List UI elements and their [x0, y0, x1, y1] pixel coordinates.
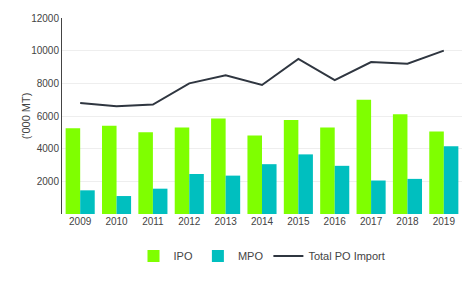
- svg-text:2010: 2010: [105, 216, 128, 227]
- svg-text:2015: 2015: [287, 216, 310, 227]
- svg-text:2012: 2012: [178, 216, 201, 227]
- svg-text:2018: 2018: [396, 216, 419, 227]
- svg-text:Total PO Import: Total PO Import: [308, 250, 384, 262]
- svg-text:2019: 2019: [433, 216, 456, 227]
- svg-text:12000: 12000: [31, 13, 59, 24]
- svg-text:2017: 2017: [360, 216, 383, 227]
- svg-text:2000: 2000: [37, 176, 60, 187]
- svg-text:4000: 4000: [37, 143, 60, 154]
- svg-text:6000: 6000: [37, 111, 60, 122]
- svg-text:2011: 2011: [142, 216, 164, 227]
- svg-text:MPO: MPO: [238, 250, 264, 262]
- svg-text:IPO: IPO: [174, 250, 193, 262]
- svg-text:2009: 2009: [69, 216, 92, 227]
- svg-text:('000 MT): ('000 MT): [20, 93, 32, 140]
- svg-text:8000: 8000: [37, 78, 60, 89]
- svg-text:10000: 10000: [31, 45, 59, 56]
- svg-text:2014: 2014: [251, 216, 274, 227]
- svg-text:2013: 2013: [215, 216, 238, 227]
- svg-text:2016: 2016: [324, 216, 347, 227]
